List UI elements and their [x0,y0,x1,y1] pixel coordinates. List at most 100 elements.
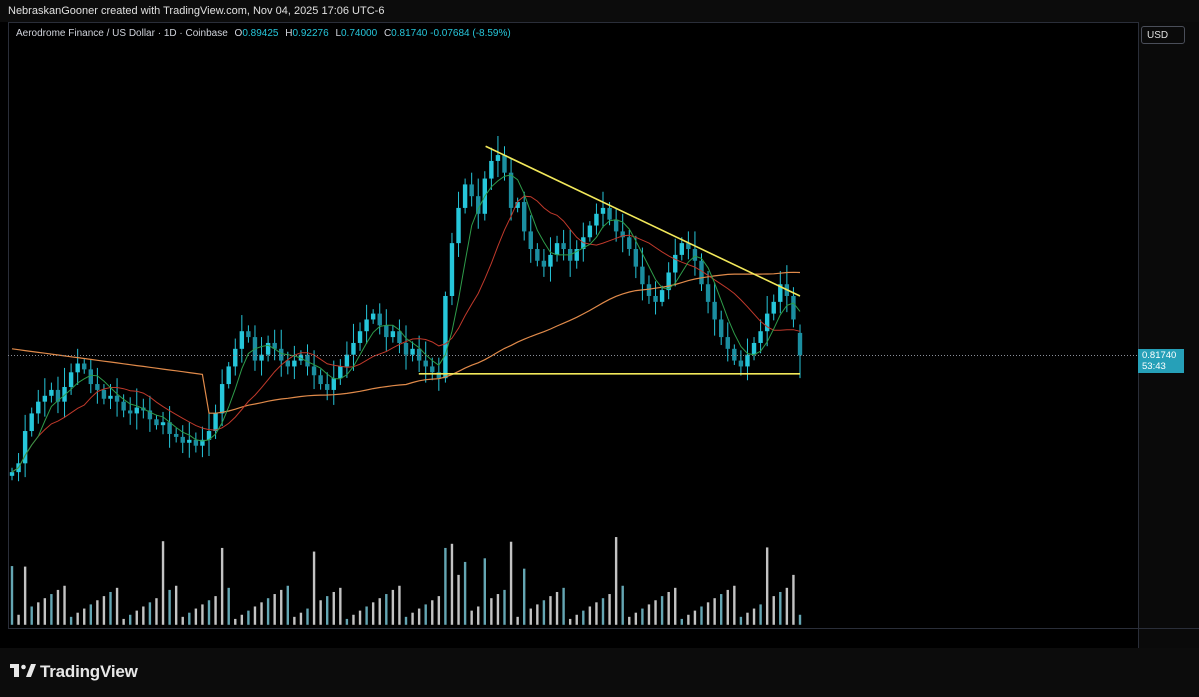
volume-bar [785,587,789,625]
tradingview-brand[interactable]: TradingView [10,662,138,683]
candle-body [397,331,402,343]
candle-body [673,254,678,273]
volume-bar [772,596,775,625]
candle-body [476,196,481,214]
volume-bar [752,608,756,625]
candle-body [88,369,93,385]
volume-bar [358,610,362,625]
volume-bar [339,587,342,625]
volume-bar [674,587,677,625]
candle-body [443,295,448,379]
candle-body [154,419,159,426]
volume-bar [588,606,592,625]
volume-bar [746,612,749,625]
legend-low: 0.74000 [341,28,378,39]
volume-bar [142,606,145,625]
volume-bar [575,614,578,625]
volume-bar [765,547,769,625]
volume-bar [503,589,506,625]
volume-bar [792,574,795,625]
volume-bar [168,589,171,625]
volume-bar [96,600,99,625]
volume-bar [457,574,460,625]
candle-body [469,184,474,197]
candle-body [489,160,494,179]
volume-bar [404,616,408,625]
candle-body [732,348,737,361]
volume-bar [759,604,762,625]
legend-change: -0.07684 (-8.59%) [430,28,511,39]
volume-bar [312,551,316,625]
candle-body [390,331,396,338]
volume-bar [634,612,638,625]
legend-high: 0.92276 [292,28,329,39]
countdown-value: 53:43 [1142,361,1166,373]
volume-bar [549,596,552,625]
volume-bar [509,541,513,625]
volume-bar [529,608,532,625]
candle-body [423,360,428,367]
volume-bar [431,600,434,625]
candle-body [272,342,277,349]
candle-body [101,389,107,399]
candle-body [68,372,74,387]
volume-bar [555,591,559,625]
candle-body [633,249,639,267]
volume-bar [739,616,743,625]
candle-body [462,184,468,208]
volume-bar [188,612,191,625]
candle-body [29,413,34,432]
candle-body [528,231,533,250]
volume-bar [280,589,283,625]
candle-body [206,431,212,440]
volume-bar [641,608,644,625]
candle-body [121,401,126,411]
volume-bar [647,604,651,625]
volume-bar [69,616,73,625]
volume-bar [122,618,125,625]
legend-high-label: H [285,28,293,39]
volume-bar [266,598,270,625]
volume-bar [713,598,716,625]
volume-bar [286,585,289,625]
ma-long-line [11,271,801,414]
volume-bar [417,608,421,625]
volume-bar [654,600,657,625]
candle-body [535,249,540,261]
volume-bar [542,600,546,625]
volume-bar [43,598,47,625]
volume-bar [568,618,572,625]
candle-body [279,348,284,361]
volume-bar [779,591,782,625]
volume-bar [726,589,729,625]
currency-button[interactable]: USD [1141,26,1185,44]
trendline [485,145,801,297]
candle-body [430,366,435,373]
candle-body [699,260,704,285]
candle-body [200,439,205,446]
candle-body [193,439,199,446]
candle-body [410,348,415,355]
candle-body [42,395,48,402]
candle-body [219,384,225,414]
candle-body [325,384,330,390]
volume-bar [63,585,66,625]
chart-plot-area[interactable] [8,22,1139,629]
current-price-tag: 0.81740 53:43 [1138,349,1184,374]
candle-body [686,243,691,250]
candle-body [233,348,238,367]
volume-bar [220,547,224,625]
candle-body [515,202,520,208]
volume-bar [30,606,33,625]
candle-body [666,272,671,291]
volume-bar [398,585,401,625]
candle-body [377,313,382,326]
volume-bar [161,541,165,625]
volume-bar [214,596,217,625]
time-axis[interactable] [8,628,1138,649]
ma-short-line [11,174,801,473]
volume-bar [115,587,119,625]
volume-bar [798,614,802,625]
candle-body [627,237,632,250]
price-axis[interactable] [1138,22,1199,628]
